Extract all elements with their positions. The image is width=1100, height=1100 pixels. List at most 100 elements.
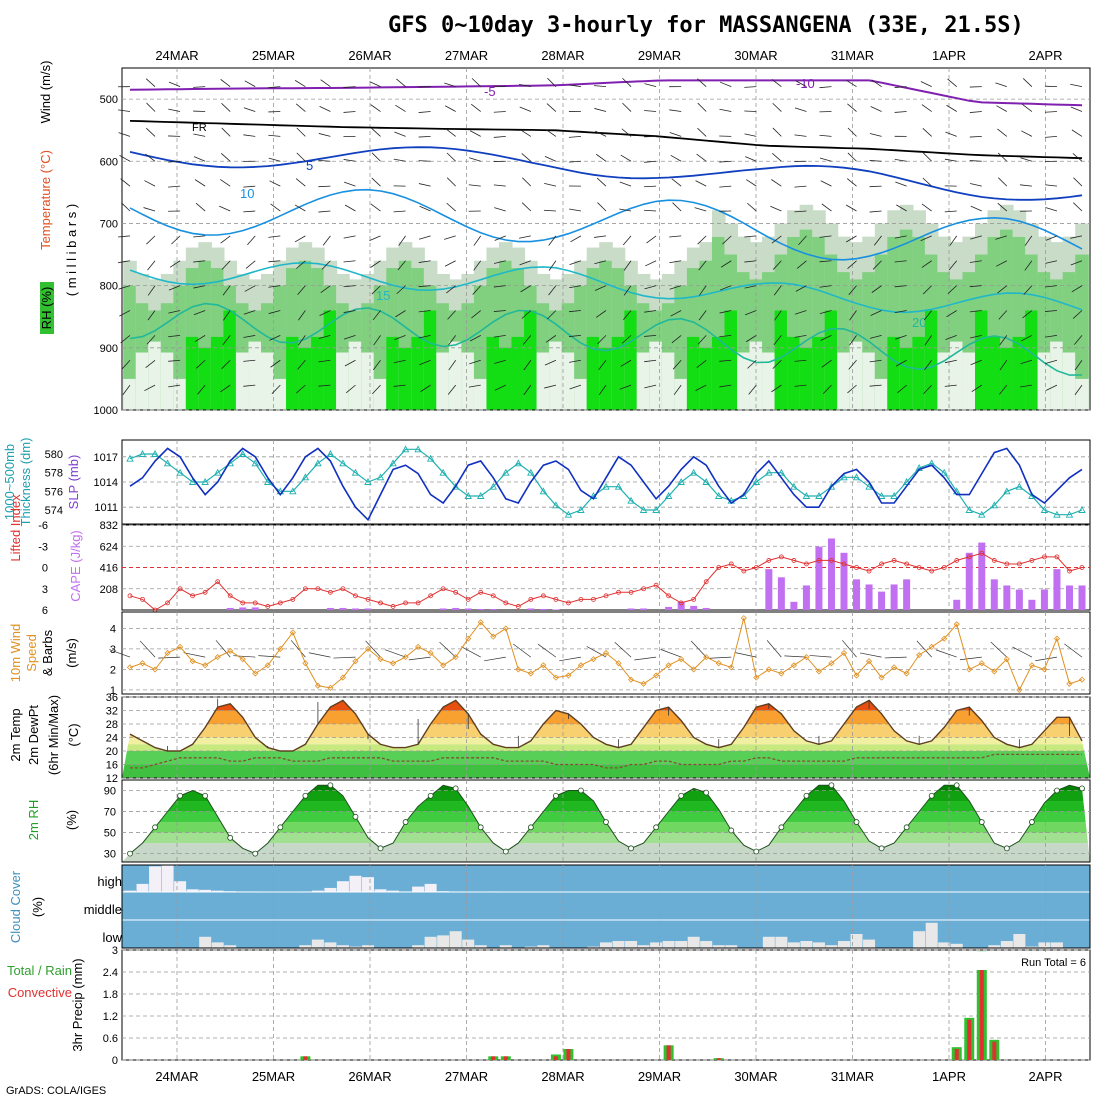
- wind-barb: [144, 180, 156, 187]
- wind-barb: [370, 104, 381, 112]
- bottom-date-label: 27MAR: [445, 1069, 488, 1084]
- wind-barb: [1044, 184, 1057, 187]
- rh-tick-label: 30: [104, 849, 116, 861]
- wind-barb: [470, 103, 481, 112]
- wind-barb: [669, 235, 682, 238]
- wind-barb: [493, 85, 506, 88]
- cloud-bar-high: [311, 890, 324, 892]
- wind-barb: [369, 81, 381, 88]
- thickness-point: [514, 459, 523, 467]
- wind-barb: [1074, 384, 1083, 396]
- wind-barb: [921, 203, 932, 212]
- wind-barb: [846, 235, 857, 243]
- wind-barb: [120, 335, 131, 344]
- lifted-index-point: [215, 579, 221, 585]
- wind-barb: [222, 335, 231, 346]
- wind-barb: [670, 154, 682, 162]
- wind-barb: [269, 335, 281, 341]
- wind-barb: [744, 260, 757, 263]
- wind-barb: [1073, 202, 1083, 212]
- lifted-index-line: [129, 552, 1083, 611]
- wind10-point: [527, 670, 534, 677]
- rh-point: [127, 850, 133, 857]
- lifted-index-point: [465, 596, 471, 602]
- wind-barb: [221, 260, 231, 270]
- rh-shade: [1012, 336, 1027, 410]
- thickness-point: [389, 459, 397, 467]
- wind-barb: [819, 86, 832, 89]
- thickness-point: [476, 492, 485, 499]
- cape-tick-label: 624: [100, 541, 118, 553]
- wind-barb: [820, 180, 832, 187]
- wind-barb: [696, 153, 707, 162]
- wind10-barbs-label: & Barbs: [40, 629, 55, 676]
- wind-barb: [595, 130, 607, 137]
- lifted-index-point: [265, 604, 271, 609]
- wind-barb: [821, 359, 832, 368]
- rh-shade: [348, 341, 363, 410]
- wind-barb: [695, 180, 707, 187]
- wind-barb: [846, 178, 857, 187]
- wind-barb: [271, 384, 281, 394]
- cloud-bar-low: [412, 945, 425, 948]
- thickness-point: [301, 473, 310, 481]
- rh-point: [477, 824, 484, 831]
- wind-barb: [1021, 335, 1033, 342]
- wind-barb: [194, 179, 206, 187]
- lifted-index-point: [1029, 558, 1035, 563]
- thickness-axis-label-2: Thickness (dm): [18, 438, 33, 527]
- rh-shade: [286, 336, 300, 410]
- cape-bar: [1053, 569, 1061, 610]
- wind-barb: [698, 310, 707, 321]
- cloud-bar-high: [362, 877, 374, 892]
- precip-convective-bar: [992, 1041, 997, 1060]
- rh-shade: [173, 378, 187, 410]
- wind-barb: [268, 285, 281, 288]
- wind10-point: [665, 662, 672, 669]
- lifted-index-point: [378, 600, 383, 606]
- wind-barb: [869, 359, 882, 363]
- rh-point: [302, 792, 309, 799]
- wind10-point: [1028, 662, 1035, 669]
- wind-barb: [243, 185, 256, 188]
- wind-barb: [494, 235, 506, 241]
- thickness-point: [827, 482, 836, 490]
- wind-barb: [1023, 285, 1033, 295]
- rh-point: [427, 792, 434, 799]
- wind10-point: [715, 660, 722, 667]
- cloud-bar-low: [324, 942, 337, 948]
- wind10-point: [828, 660, 835, 667]
- wind-barb: [468, 184, 481, 187]
- wind-barb: [296, 152, 306, 162]
- wind10-point: [765, 666, 772, 673]
- wind-barb: [168, 359, 181, 362]
- wind-barb: [924, 335, 933, 346]
- wind-barb: [774, 310, 782, 321]
- wind10-point: [978, 660, 985, 667]
- surface-wind-barb: [1035, 656, 1058, 662]
- wind10-point: [903, 670, 910, 677]
- wind-barb: [244, 285, 256, 292]
- wind-barb: [243, 107, 256, 112]
- lifted-index-point: [1079, 565, 1085, 570]
- cape-bar: [777, 577, 785, 610]
- wind-barb: [669, 132, 682, 137]
- wind10-point: [577, 662, 585, 669]
- wind-barb: [371, 152, 381, 162]
- wind10-point: [126, 664, 134, 671]
- surface-wind-barb: [333, 656, 356, 659]
- wind-barb: [220, 153, 231, 162]
- cloud-middle-label: middle: [84, 902, 122, 917]
- wind10-point: [815, 668, 823, 675]
- wind-barb: [870, 310, 882, 316]
- wind-barb: [697, 127, 707, 137]
- wind-barb: [570, 235, 582, 243]
- rh-point: [452, 785, 459, 792]
- rh-shade: [711, 336, 726, 410]
- wind-barb: [795, 285, 807, 292]
- rh2m-frame: [121, 779, 1091, 863]
- top-date-label: 26MAR: [348, 48, 391, 63]
- wind-barb: [343, 235, 356, 239]
- wind-barb: [295, 178, 306, 187]
- lifted-index-point: [791, 558, 797, 563]
